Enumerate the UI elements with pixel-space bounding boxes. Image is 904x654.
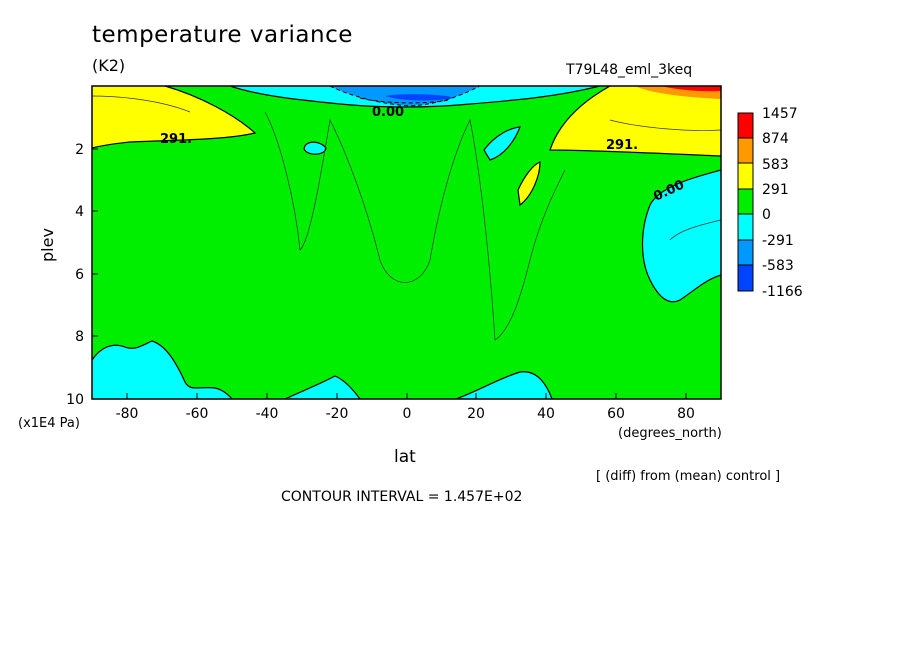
- region-cyan-bottom-left: [92, 341, 232, 399]
- region-cyan-small-right: [484, 127, 520, 160]
- colorbar-swatch-blue: [737, 264, 754, 292]
- y-tick-label: 10: [66, 392, 84, 408]
- contour-line-top-neg: [229, 86, 601, 108]
- colorbar-label: 1457: [762, 106, 798, 122]
- region-cyan-bottom-mid: [285, 376, 360, 399]
- y-ticks: [92, 148, 98, 400]
- colorbar-label: 291: [762, 182, 789, 198]
- contour-line-small-yellow: [517, 161, 541, 207]
- contour-line-bottom-left: [92, 340, 233, 399]
- colorbar-labels: 1457 874 583 291 0 -291 -583 -1166: [762, 106, 803, 300]
- x-tick-label: -60: [186, 406, 209, 422]
- colorbar-label: -583: [762, 258, 794, 274]
- y-tick-label: 2: [75, 142, 84, 158]
- x-tick-label: 80: [677, 406, 695, 422]
- region-cyan-bottom-right: [456, 371, 552, 399]
- region-cyan-small-left: [304, 142, 326, 155]
- x-tick-label: 20: [467, 406, 485, 422]
- colorbar-label: 0: [762, 207, 771, 223]
- contour-line-bottom-right: [455, 371, 553, 399]
- run-id: T79L48_eml_3keq: [566, 62, 693, 78]
- chart-units: (K2): [92, 56, 126, 75]
- x-tick-label: 0: [403, 406, 412, 422]
- contour-line-yellow-right: [549, 86, 721, 157]
- x-tick-label: -40: [256, 406, 279, 422]
- y-tick-label: 8: [75, 329, 84, 345]
- colorbar-label: -291: [762, 233, 794, 249]
- region-red-right: [660, 86, 721, 92]
- chart-title: temperature variance: [92, 22, 353, 48]
- thin-contour-lines: [92, 95, 721, 341]
- region-blue-top: [385, 94, 455, 101]
- colorbar-label: 583: [762, 157, 789, 173]
- contour-line-small-left: [303, 141, 327, 155]
- x-tick-label: -80: [116, 406, 139, 422]
- contour-label-291-right: 291.: [606, 138, 638, 153]
- contour-fill-layer: [92, 86, 721, 399]
- colorbar-swatch-yellow: [737, 162, 754, 190]
- contour-label-0-top: 0.00: [372, 105, 404, 120]
- x-tick-labels: -80 -60 -40 -20 0 20 40 60 80: [116, 406, 695, 422]
- x-axis-label: lat: [394, 447, 416, 467]
- contour-lines: [92, 86, 721, 399]
- colorbar-swatch-cyan: [737, 213, 754, 241]
- x-tick-label: -20: [326, 406, 349, 422]
- region-yellow-small: [518, 162, 540, 205]
- y-tick-labels: 2 4 6 8 10: [66, 142, 84, 408]
- contour-interval: CONTOUR INTERVAL = 1.457E+02: [281, 489, 523, 505]
- colorbar-swatch-orange: [737, 137, 754, 164]
- y-axis-units: (x1E4 Pa): [18, 416, 80, 431]
- colorbar-swatch-red: [737, 112, 754, 139]
- diff-note: [ (diff) from (mean) control ]: [596, 469, 781, 484]
- region-yellow-right: [550, 86, 721, 156]
- x-tick-label: 60: [607, 406, 625, 422]
- region-yellow-left: [92, 86, 255, 148]
- colorbar-label: -1166: [762, 284, 803, 300]
- colorbar-swatch-midblue: [737, 239, 754, 266]
- contour-line-small-right: [483, 126, 521, 161]
- colorbar: [737, 112, 754, 292]
- x-ticks: [126, 393, 687, 399]
- region-cyan-right: [642, 170, 721, 302]
- contour-line-yellow-left: [92, 86, 257, 149]
- y-tick-label: 6: [75, 267, 84, 283]
- contour-line-cyan-right: [641, 169, 721, 303]
- contour-line-bottom-mid: [284, 375, 361, 399]
- y-tick-label: 4: [75, 204, 84, 220]
- dashed-contour-lines: [329, 86, 481, 107]
- contour-label-291-left: 291.: [160, 132, 192, 147]
- colorbar-label: 874: [762, 131, 789, 147]
- colorbar-swatch-green: [737, 188, 754, 215]
- x-tick-label: 40: [537, 406, 555, 422]
- x-axis-units: (degrees_north): [618, 426, 722, 441]
